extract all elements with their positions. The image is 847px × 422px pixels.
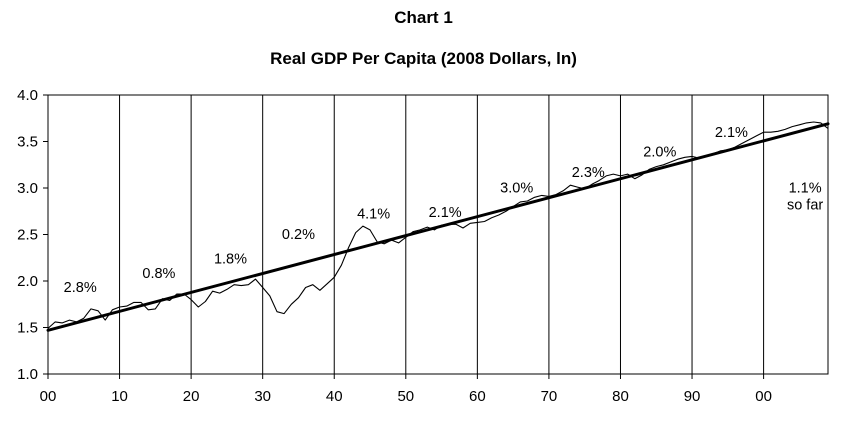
growth-rate-label: so far bbox=[787, 197, 823, 213]
y-tick-label: 2.0 bbox=[17, 273, 38, 290]
y-axis: 1.0 1.5 2.0 2.5 3.0 3.5 4.0 bbox=[17, 87, 48, 383]
growth-rate-label: 2.8% bbox=[64, 280, 97, 296]
y-tick-label: 1.0 bbox=[17, 366, 38, 383]
growth-rate-label: 4.1% bbox=[357, 207, 390, 223]
y-tick-label: 3.5 bbox=[17, 134, 38, 151]
x-tick-label: 10 bbox=[111, 388, 128, 405]
gdp-line bbox=[47, 121, 829, 329]
growth-rate-label: 2.3% bbox=[572, 165, 605, 181]
x-axis: 00 10 20 30 40 50 60 70 80 90 00 bbox=[40, 374, 772, 405]
gridlines bbox=[119, 95, 765, 374]
x-tick-label: 70 bbox=[541, 388, 558, 405]
growth-rate-label: 2.1% bbox=[715, 125, 748, 141]
x-tick-label: 30 bbox=[254, 388, 271, 405]
x-tick-label: 00 bbox=[755, 388, 772, 405]
x-tick-label: 20 bbox=[183, 388, 200, 405]
x-tick-label: 80 bbox=[612, 388, 629, 405]
growth-rate-label: 0.2% bbox=[282, 227, 315, 243]
growth-rate-label: 2.1% bbox=[429, 205, 462, 221]
growth-rate-label: 3.0% bbox=[500, 181, 533, 197]
chart-number: Chart 1 bbox=[394, 8, 453, 27]
x-tick-label: 40 bbox=[326, 388, 343, 405]
y-tick-label: 2.5 bbox=[17, 227, 38, 244]
series bbox=[46, 121, 830, 332]
chart-title: Real GDP Per Capita (2008 Dollars, ln) bbox=[270, 49, 577, 68]
growth-rate-label: 0.8% bbox=[142, 266, 175, 282]
growth-rate-label: 1.8% bbox=[214, 251, 247, 267]
trend-line bbox=[46, 122, 830, 332]
growth-rate-label: 1.1% bbox=[789, 181, 822, 197]
x-tick-label: 00 bbox=[40, 388, 57, 405]
x-tick-label: 50 bbox=[397, 388, 414, 405]
growth-annotations: 2.8% 0.8% 1.8% 0.2% 4.1% 2.1% 3.0% 2.3% 2.0% 2.1%… bbox=[64, 125, 824, 296]
x-tick-label: 60 bbox=[469, 388, 486, 405]
y-tick-label: 3.0 bbox=[17, 180, 38, 197]
y-tick-label: 4.0 bbox=[17, 87, 38, 104]
y-tick-label: 1.5 bbox=[17, 320, 38, 337]
x-tick-label: 90 bbox=[684, 388, 701, 405]
plot-frame bbox=[47, 94, 829, 375]
growth-rate-label: 2.0% bbox=[643, 144, 676, 160]
